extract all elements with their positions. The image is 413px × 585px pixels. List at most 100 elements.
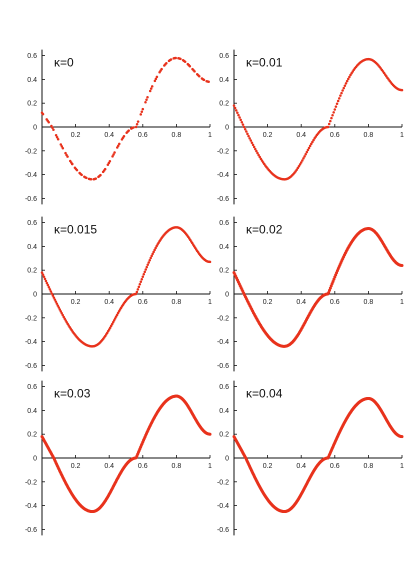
- x-tick-label: 0.2: [263, 132, 273, 139]
- data-point: [118, 142, 121, 146]
- data-point: [111, 155, 114, 158]
- data-point: [331, 113, 334, 117]
- y-tick-label: -0.2: [25, 315, 37, 322]
- data-point: [145, 98, 148, 101]
- x-tick-label: 1: [208, 299, 212, 306]
- data-point: [59, 310, 63, 313]
- y-tick-label: 0.4: [219, 244, 229, 251]
- y-tick-label: 0.6: [27, 53, 37, 60]
- data-point: [80, 173, 83, 177]
- data-point: [208, 432, 212, 436]
- data-point: [147, 261, 150, 264]
- data-point: [113, 317, 117, 320]
- data-point: [113, 151, 116, 154]
- data-point: [400, 435, 404, 439]
- panel-4: 0.6 0.4 0.2 0 -0.2 -0.4 -0.6 0.2 0.4 0.6 0.8 1 κ=0.0…: [217, 216, 404, 372]
- data-point: [340, 91, 343, 95]
- data-point: [400, 263, 404, 267]
- data-point: [163, 64, 166, 67]
- y-tick-label: -0.2: [25, 148, 37, 155]
- data-point: [40, 271, 44, 274]
- data-point: [136, 288, 140, 291]
- data-point: [330, 116, 333, 120]
- data-point: [54, 300, 58, 303]
- x-tick-label: 0.6: [138, 132, 148, 139]
- data-points: [40, 226, 212, 348]
- data-point: [146, 96, 149, 99]
- y-tick-label: -0.2: [217, 315, 229, 322]
- x-tick-label: 0.2: [71, 132, 81, 139]
- data-point: [54, 133, 58, 137]
- y-tick-label: 0.4: [27, 408, 37, 415]
- data-point: [108, 160, 112, 163]
- data-point: [55, 302, 59, 305]
- x-tick-label: 0.4: [104, 132, 114, 139]
- y-tick-label: 0.2: [219, 268, 229, 275]
- data-point: [51, 294, 55, 297]
- y-tick-label: 0: [33, 125, 37, 132]
- x-tick-label: 0.6: [330, 299, 340, 306]
- data-point: [346, 77, 350, 81]
- x-tick-label: 0.2: [71, 463, 81, 470]
- y-tick-label: 0.6: [219, 384, 229, 391]
- data-point: [154, 77, 158, 81]
- data-point: [149, 256, 152, 260]
- data-point: [169, 58, 173, 61]
- panel-2: 0.6 0.4 0.2 0 -0.2 -0.4 -0.6 0.2 0.4 0.6 0.8 1 κ=0.0…: [217, 49, 404, 205]
- panel-label: κ=0.03: [54, 387, 91, 401]
- data-point: [249, 139, 253, 142]
- panel-1: 0.6 0.4 0.2 0 -0.2 -0.4 -0.6 0.2 0.4 0.6 0.8 1 κ=0: [25, 49, 212, 205]
- panel-label: κ=0.02: [246, 223, 283, 237]
- data-point: [206, 80, 209, 83]
- data-point: [43, 277, 47, 281]
- x-tick-label: 0.6: [330, 463, 340, 470]
- y-tick-label: -0.6: [25, 363, 37, 370]
- data-point: [246, 132, 249, 136]
- y-tick-label: -0.6: [217, 196, 229, 203]
- data-point: [57, 306, 61, 309]
- data-point: [192, 69, 195, 72]
- data-points: [232, 57, 404, 181]
- data-point: [177, 56, 180, 60]
- x-tick-label: 1: [208, 132, 212, 139]
- data-point: [181, 59, 185, 62]
- data-point: [334, 105, 338, 108]
- data-point: [51, 126, 54, 129]
- data-point: [187, 63, 191, 67]
- data-point: [183, 60, 187, 63]
- data-point: [139, 113, 143, 116]
- y-tick-label: 0.6: [27, 384, 37, 391]
- data-point: [89, 178, 93, 181]
- data-point: [99, 173, 102, 177]
- data-point: [45, 281, 49, 285]
- x-tick-label: 0.8: [364, 299, 374, 306]
- data-point: [49, 290, 53, 293]
- x-tick-label: 0.2: [71, 299, 81, 306]
- data-point: [53, 298, 57, 301]
- data-point: [165, 61, 168, 65]
- y-tick-label: 0.2: [219, 101, 229, 108]
- x-tick-label: 0.8: [364, 132, 374, 139]
- data-point: [237, 113, 240, 117]
- x-tick-label: 0.4: [296, 299, 306, 306]
- data-point: [335, 102, 339, 106]
- x-tick-label: 0.2: [263, 299, 273, 306]
- panel-label: κ=0: [54, 56, 74, 70]
- y-tick-label: 0: [225, 125, 229, 132]
- y-tick-label: -0.2: [25, 479, 37, 486]
- y-tick-label: -0.4: [217, 172, 229, 179]
- x-tick-label: 0.4: [104, 463, 114, 470]
- data-point: [257, 153, 260, 157]
- data-point: [56, 304, 60, 307]
- data-point: [338, 97, 341, 100]
- data-point: [234, 109, 238, 112]
- data-point: [201, 78, 205, 81]
- y-tick-label: 0.6: [219, 53, 229, 60]
- data-point: [301, 159, 304, 162]
- x-tick-label: 0.4: [104, 299, 114, 306]
- data-point: [150, 85, 154, 88]
- data-point: [160, 67, 163, 71]
- y-tick-label: 0: [225, 456, 229, 463]
- data-point: [141, 107, 145, 111]
